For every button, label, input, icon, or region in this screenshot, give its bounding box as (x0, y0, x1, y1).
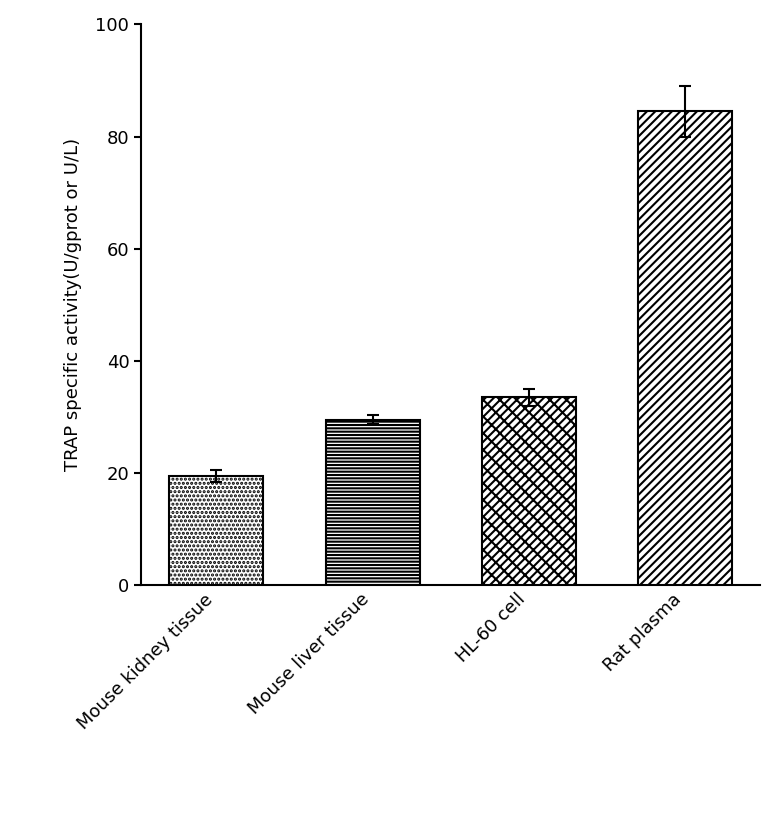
Bar (638, 111, 732, 585)
Bar (482, 398, 576, 585)
Bar (325, 420, 419, 585)
Y-axis label: TRAP specific activity(U/gprot or U/L): TRAP specific activity(U/gprot or U/L) (64, 138, 82, 472)
Bar (169, 476, 263, 585)
